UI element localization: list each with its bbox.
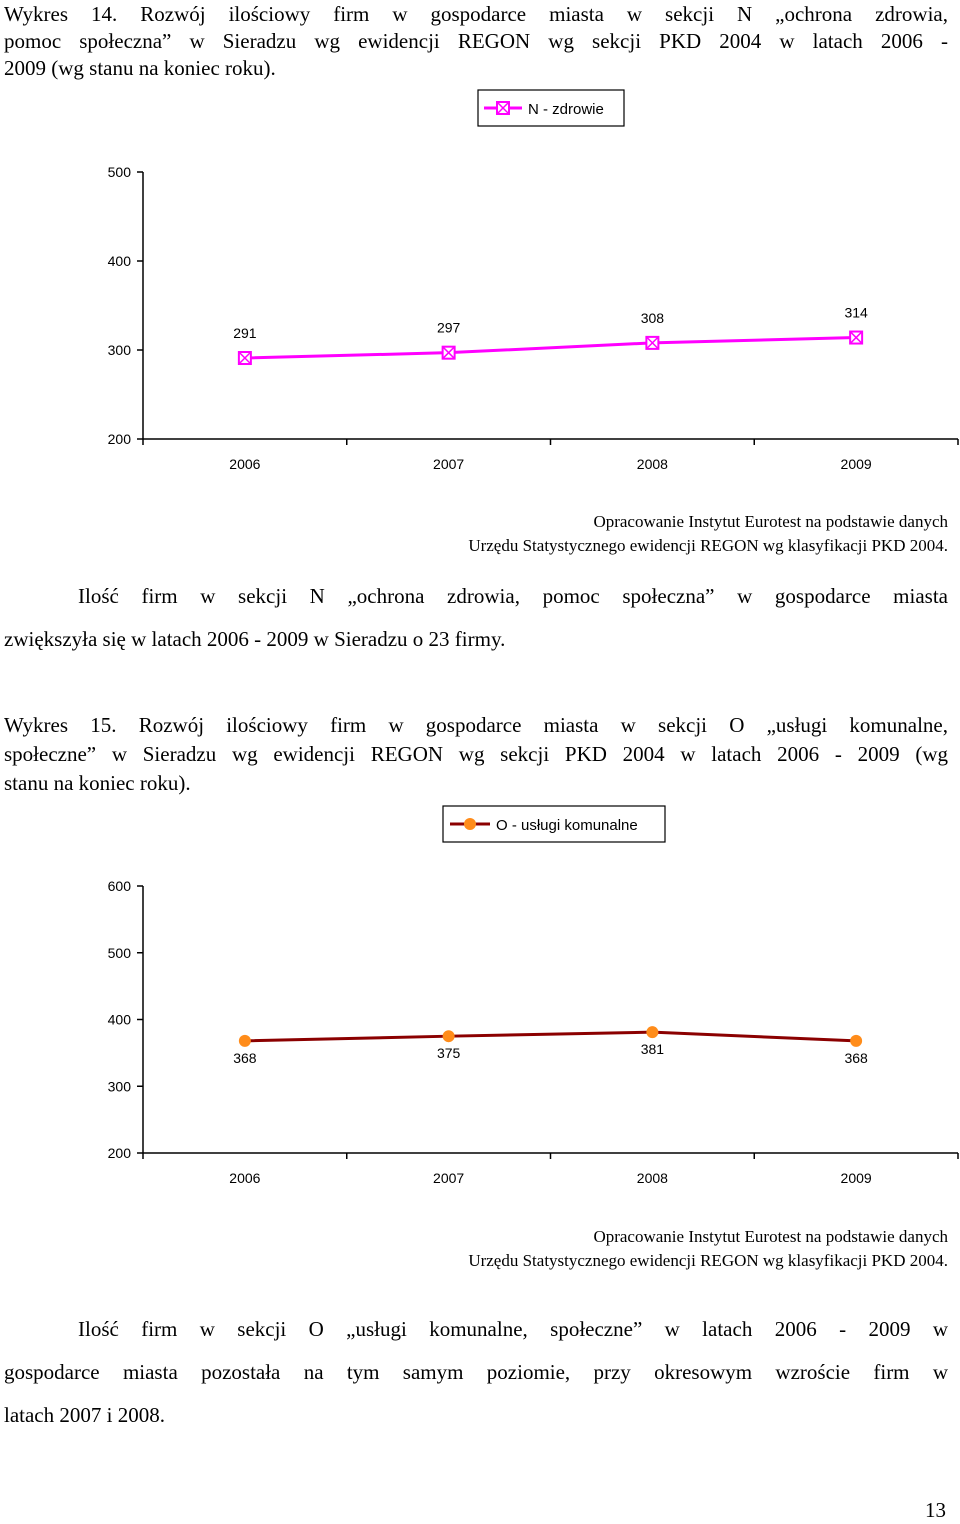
page-number: 13 [925,1498,946,1522]
c1-xtick-label: 2006 [229,456,260,472]
c2-ytick-label: 500 [108,945,132,961]
chart2-legend-label: O - usługi komunalne [496,817,638,834]
figure15-source-line1: Opracowanie Instytut Eurotest na podstaw… [593,1227,948,1246]
c1-data-label: 314 [844,305,868,321]
figure14-caption-line3: 2009 (wg stanu na koniec roku). [4,56,276,80]
chart2-legend-marker-icon [464,818,476,830]
c2-xtick-label: 2007 [433,1170,464,1186]
c1-ytick-label: 300 [108,342,132,358]
c1-xtick-label: 2009 [841,456,872,472]
c2-data-point [442,1030,455,1043]
figure15-paragraph-line1: Ilość firm w sekcji O „usługi komunalne,… [78,1317,948,1341]
c2-ytick-label: 600 [108,878,132,894]
c2-ytick-label: 200 [108,1145,132,1161]
c2-data-point [646,1026,659,1039]
chart1-legend-marker-icon [496,101,510,115]
c1-ytick-label: 400 [108,253,132,269]
figure14-caption-line1: Wykres 14. Rozwój ilościowy firm w gospo… [4,2,948,26]
figure14-paragraph-line1: Ilość firm w sekcji N „ochrona zdrowia, … [78,584,948,608]
figure15-paragraph-line3: latach 2007 i 2008. [4,1403,165,1427]
figure14-paragraph-line2: zwiększyła się w latach 2006 - 2009 w Si… [4,627,506,651]
chart2-legend: O - usługi komunalne [442,805,666,843]
c1-ytick-label: 200 [108,431,132,447]
figure15-paragraph-line2: gospodarce miasta pozostała na tym samym… [4,1360,948,1384]
c1-data-point [237,351,252,366]
c1-data-point [849,330,864,345]
c1-data-point [645,335,660,350]
figure15-caption-line2: społeczne” w Sieradzu wg ewidencji REGON… [4,742,948,766]
figure14-source-line2: Urzędu Statystycznego ewidencji REGON wg… [468,536,948,555]
c1-data-label: 297 [437,320,461,336]
figure14-source-line1: Opracowanie Instytut Eurotest na podstaw… [593,512,948,531]
c2-xtick-label: 2008 [637,1170,668,1186]
c2-xtick-label: 2009 [841,1170,872,1186]
c1-data-label: 308 [641,310,665,326]
c2-xtick-label: 2006 [229,1170,260,1186]
chart2-series-line [244,1030,857,1043]
figure14-caption-line2: pomoc społeczna” w Sieradzu wg ewidencji… [4,29,948,53]
chart1-series-line [244,336,857,360]
chart-n-zdrowie: N - zdrowie 200 300 400 500 2006 2007 2008 200… [108,89,959,472]
c1-xtick-label: 2008 [637,456,668,472]
chart1-legend: N - zdrowie [477,89,625,127]
c2-ytick-label: 400 [108,1012,132,1028]
figure15-caption-line3: stanu na koniec roku). [4,771,191,795]
chart1-legend-label: N - zdrowie [528,101,604,118]
c2-data-label: 368 [233,1050,257,1066]
c2-data-point [850,1034,863,1047]
c1-data-point [441,345,456,360]
chart-o-uslugi-komunalne: O - usługi komunalne 200 300 400 500 600 200… [108,805,959,1186]
c1-ytick-label: 500 [108,164,132,180]
c1-data-label: 291 [233,325,257,341]
c1-xtick-label: 2007 [433,456,464,472]
c2-data-point [238,1034,251,1047]
c2-data-label: 375 [437,1045,461,1061]
figure15-source-line2: Urzędu Statystycznego ewidencji REGON wg… [468,1251,948,1270]
c2-data-label: 381 [641,1041,665,1057]
figure15-caption-line1: Wykres 15. Rozwój ilościowy firm w gospo… [4,713,948,737]
c2-data-label: 368 [844,1050,868,1066]
c2-ytick-label: 300 [108,1078,132,1094]
